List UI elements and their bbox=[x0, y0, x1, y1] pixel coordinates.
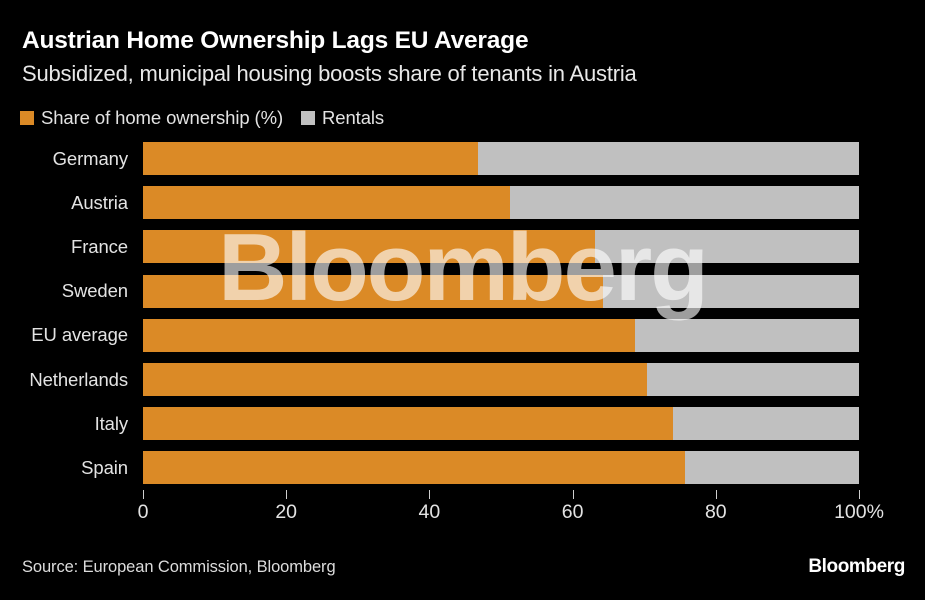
footer-source: Source: European Commission, Bloomberg bbox=[22, 558, 336, 576]
x-tick-label: 80 bbox=[704, 501, 727, 523]
bar-track bbox=[143, 186, 859, 220]
chart-bar-row: France bbox=[0, 230, 925, 264]
category-label: Italy bbox=[94, 412, 129, 434]
bar-segment-ownership bbox=[143, 318, 635, 352]
x-tick-mark bbox=[286, 490, 288, 499]
bar-segment-rentals bbox=[594, 230, 859, 264]
x-tick-label: 20 bbox=[275, 501, 298, 523]
bar-segment-ownership bbox=[143, 363, 648, 396]
bar-track bbox=[143, 274, 859, 308]
x-tick-mark bbox=[429, 490, 431, 499]
page-title: Austrian Home Ownership Lags EU Average bbox=[22, 27, 529, 54]
bar-segment-rentals bbox=[602, 274, 859, 308]
bloomberg-logo: Bloomberg bbox=[808, 556, 905, 577]
bar-segment-ownership bbox=[143, 186, 511, 220]
bar-segment-rentals bbox=[685, 451, 859, 485]
bar-track bbox=[143, 451, 859, 485]
x-tick-mark bbox=[715, 490, 717, 499]
bar-segment-rentals bbox=[510, 186, 859, 220]
bar-track bbox=[143, 363, 859, 396]
x-tick-label: 40 bbox=[418, 501, 441, 523]
legend-item-rentals[interactable]: Rentals bbox=[301, 107, 384, 129]
chart-bar-row: Italy bbox=[0, 407, 925, 441]
category-label: Austria bbox=[71, 191, 128, 213]
plot-area: Germany Austria France Sweden EU average Neth… bbox=[0, 138, 925, 493]
x-tick-label: 0 bbox=[137, 501, 149, 523]
square-swatch-icon bbox=[301, 111, 316, 125]
category-label: Germany bbox=[52, 147, 128, 169]
bar-track bbox=[143, 407, 859, 441]
category-label: France bbox=[71, 235, 128, 257]
chart-legend: Share of home ownership (%) Rentals bbox=[20, 107, 384, 129]
page-subtitle: Subsidized, municipal housing boosts sha… bbox=[22, 61, 637, 86]
bar-segment-ownership bbox=[143, 451, 685, 485]
bar-segment-rentals bbox=[647, 363, 859, 396]
bar-segment-ownership bbox=[143, 407, 673, 441]
x-tick-mark bbox=[859, 490, 860, 499]
legend-item-ownership[interactable]: Share of home ownership (%) bbox=[20, 107, 283, 129]
chart-bar-row: Spain bbox=[0, 451, 925, 485]
x-axis: 0 20 40 60 80 100% bbox=[0, 490, 925, 530]
bar-segment-rentals bbox=[634, 318, 859, 352]
bar-segment-rentals bbox=[478, 142, 859, 175]
bar-segment-rentals bbox=[672, 407, 859, 441]
chart-bar-row: Sweden bbox=[0, 274, 925, 308]
category-label: Spain bbox=[81, 456, 128, 478]
legend-label-rentals: Rentals bbox=[322, 107, 385, 128]
chart-bar-row: EU average bbox=[0, 318, 925, 352]
chart-bar-row: Germany bbox=[0, 142, 925, 175]
bar-segment-ownership bbox=[143, 274, 603, 308]
x-tick-label: 60 bbox=[561, 501, 584, 523]
x-tick-label: 100% bbox=[834, 501, 884, 523]
bar-segment-ownership bbox=[143, 142, 479, 175]
bar-track bbox=[143, 142, 859, 175]
category-label: Netherlands bbox=[29, 368, 128, 390]
chart-bar-row: Netherlands bbox=[0, 363, 925, 396]
bar-track bbox=[143, 230, 859, 264]
chart-bar-row: Austria bbox=[0, 186, 925, 220]
x-tick-mark bbox=[143, 490, 144, 499]
square-swatch-icon bbox=[20, 111, 34, 125]
x-tick-mark bbox=[572, 490, 574, 499]
bar-track bbox=[143, 318, 859, 352]
category-label: EU average bbox=[31, 324, 128, 346]
bar-segment-ownership bbox=[143, 230, 595, 264]
category-label: Sweden bbox=[61, 280, 128, 302]
legend-label-ownership: Share of home ownership (%) bbox=[41, 107, 284, 128]
